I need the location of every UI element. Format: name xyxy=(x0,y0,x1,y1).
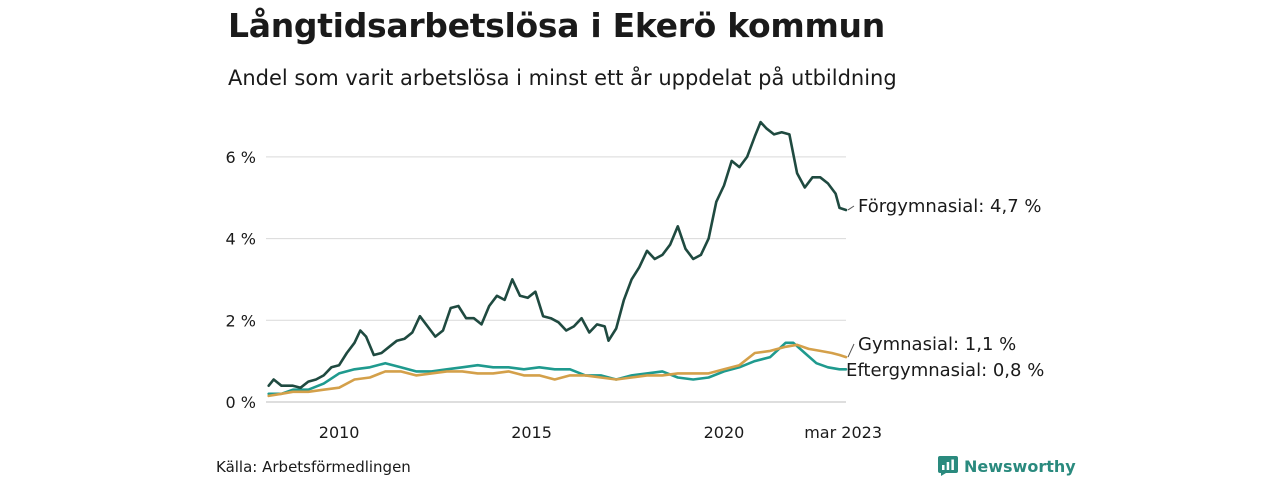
end-labels: Förgymnasial: 4,7 % Gymnasial: 1,1 % Efter… xyxy=(846,196,1044,381)
series-line-gymnasial xyxy=(267,343,848,398)
newsworthy-logo-icon xyxy=(938,456,958,476)
leader-line xyxy=(847,343,855,358)
x-tick-label: 2020 xyxy=(704,423,745,442)
source-note: Källa: Arbetsförmedlingen xyxy=(216,458,411,476)
leader-line xyxy=(847,205,855,211)
y-tick-label: 0 % xyxy=(226,393,256,412)
y-tick-label: 4 % xyxy=(226,230,256,249)
end-label-förgymnasial: Förgymnasial: 4,7 % xyxy=(858,196,1042,217)
brand-name: Newsworthy xyxy=(964,456,1076,476)
x-tick-label: mar 2023 xyxy=(804,423,882,442)
brand-logo: Newsworthy xyxy=(938,456,1076,476)
chart-subtitle: Andel som varit arbetslösa i minst ett å… xyxy=(228,66,897,90)
series-lines xyxy=(267,120,848,398)
end-label-eftergymnasial: Eftergymnasial: 0,8 % xyxy=(846,360,1044,381)
gridlines xyxy=(266,156,846,403)
x-tick-label: 2015 xyxy=(511,423,552,442)
axes: 0 % 2 % 4 % 6 % 2010 2015 2020 mar 2023 xyxy=(226,148,882,442)
series-line-förgymnasial xyxy=(267,120,848,389)
y-tick-label: 6 % xyxy=(226,148,256,167)
end-label-gymnasial: Gymnasial: 1,1 % xyxy=(858,334,1016,355)
x-tick-label: 2010 xyxy=(319,423,360,442)
y-tick-label: 2 % xyxy=(226,311,256,330)
series-line-eftergymnasial xyxy=(267,341,848,396)
chart-title: Långtidsarbetslösa i Ekerö kommun xyxy=(228,6,885,45)
